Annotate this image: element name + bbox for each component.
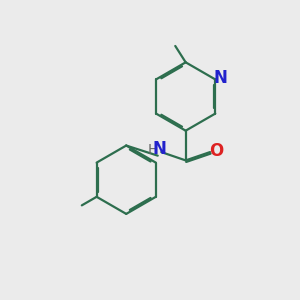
Text: O: O — [209, 142, 224, 160]
Text: H: H — [148, 143, 158, 157]
Text: N: N — [153, 140, 167, 158]
Text: N: N — [213, 69, 227, 87]
